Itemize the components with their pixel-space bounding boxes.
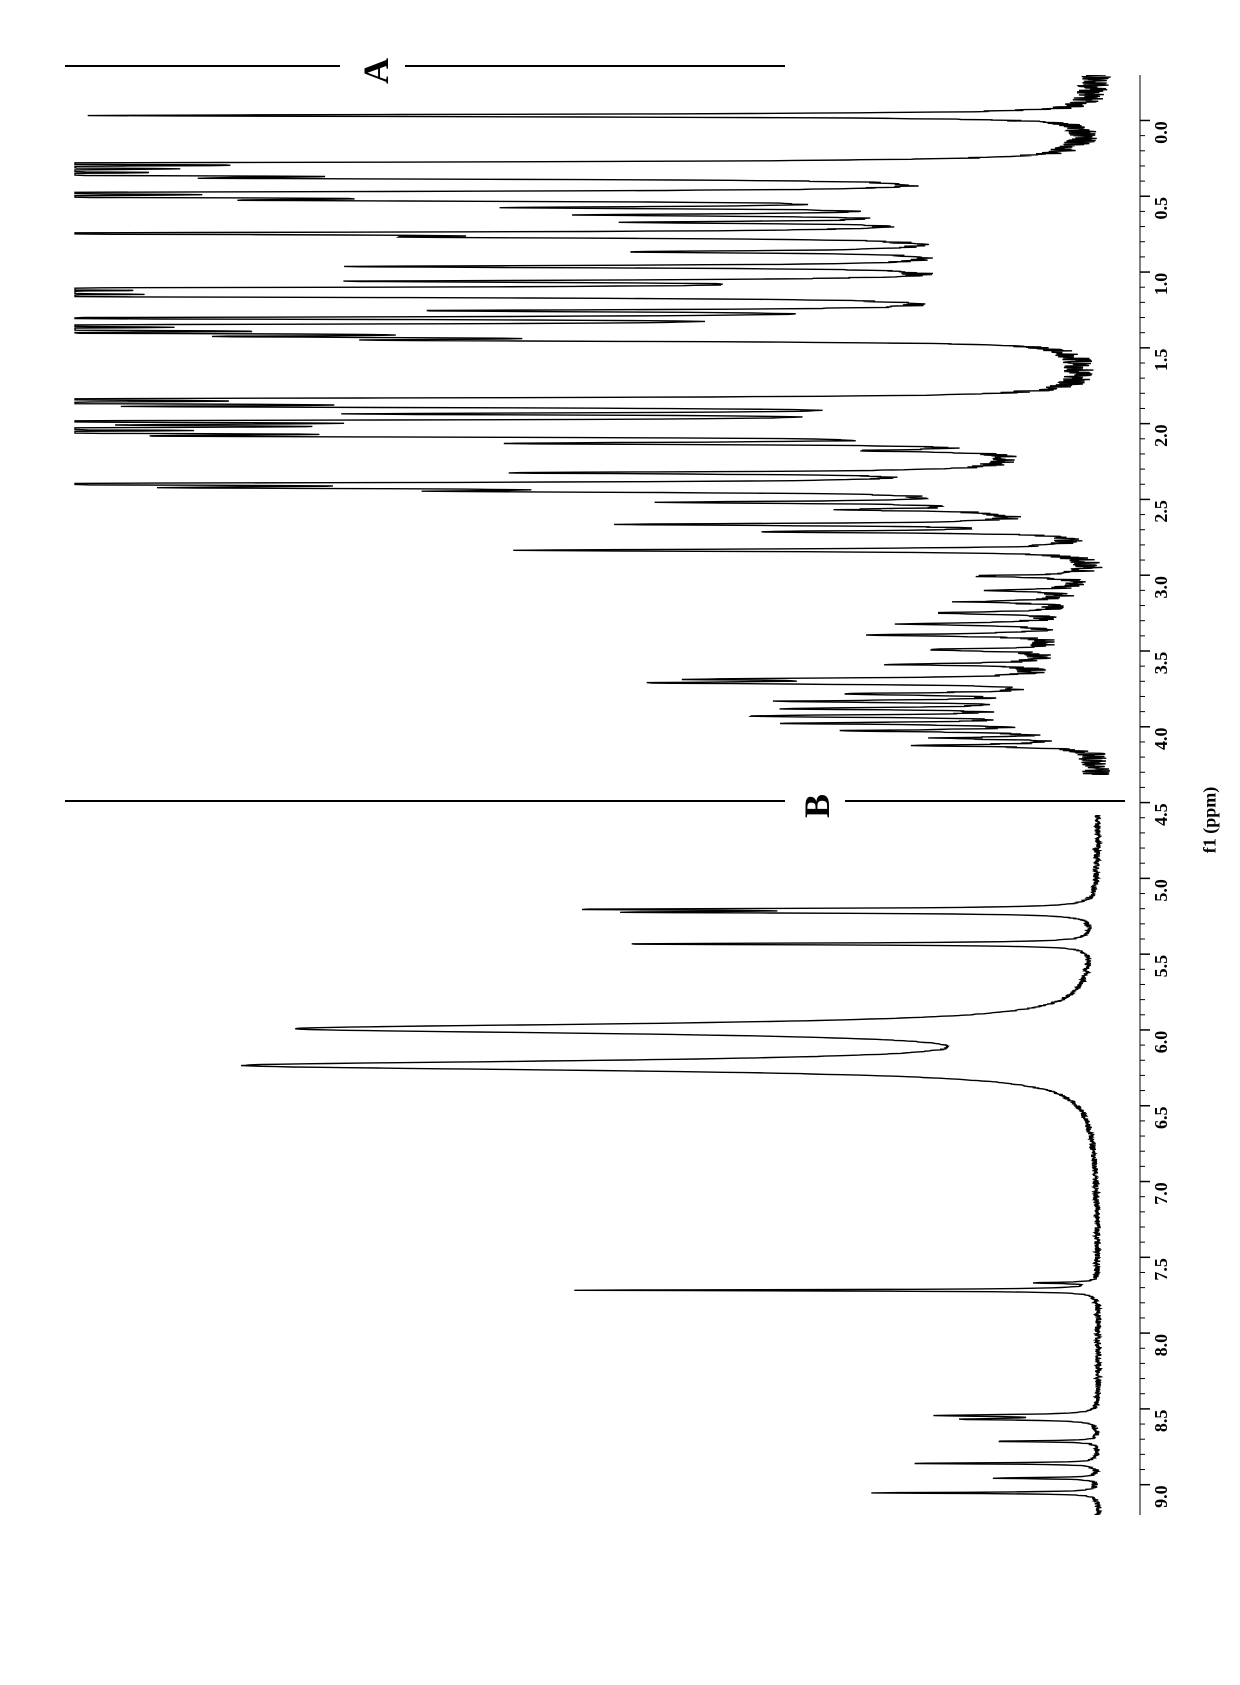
- spectrum-a-svg: [65, 75, 1125, 775]
- panel-b-connector-left: [65, 800, 785, 802]
- spectrum-panel-b: [65, 815, 1125, 1515]
- svg-text:4.0: 4.0: [1151, 728, 1171, 751]
- svg-text:1.0: 1.0: [1151, 273, 1171, 296]
- svg-text:0.0: 0.0: [1151, 121, 1171, 144]
- svg-text:7.0: 7.0: [1151, 1182, 1171, 1205]
- svg-text:8.0: 8.0: [1151, 1334, 1171, 1357]
- panel-b-connector-right: [845, 800, 1125, 802]
- svg-text:3.5: 3.5: [1151, 652, 1171, 675]
- nmr-figure: A B: [65, 60, 1125, 1620]
- x-axis-label: f1 (ppm): [1200, 787, 1221, 854]
- svg-text:1.5: 1.5: [1151, 349, 1171, 372]
- spectrum-b-svg: [65, 815, 1125, 1515]
- svg-text:9.0: 9.0: [1151, 1485, 1171, 1508]
- svg-text:6.5: 6.5: [1151, 1106, 1171, 1129]
- svg-text:2.0: 2.0: [1151, 424, 1171, 447]
- svg-text:4.5: 4.5: [1151, 803, 1171, 826]
- panel-a-connector-left: [65, 65, 340, 67]
- svg-text:2.5: 2.5: [1151, 500, 1171, 522]
- svg-text:5.5: 5.5: [1151, 955, 1171, 978]
- svg-text:6.0: 6.0: [1151, 1031, 1171, 1054]
- svg-text:5.0: 5.0: [1151, 879, 1171, 902]
- panel-a-connector-right: [405, 65, 785, 67]
- svg-text:8.5: 8.5: [1151, 1410, 1171, 1433]
- svg-text:7.5: 7.5: [1151, 1258, 1171, 1281]
- svg-text:0.5: 0.5: [1151, 197, 1171, 220]
- svg-text:3.0: 3.0: [1151, 576, 1171, 599]
- spectrum-panel-a: [65, 75, 1125, 775]
